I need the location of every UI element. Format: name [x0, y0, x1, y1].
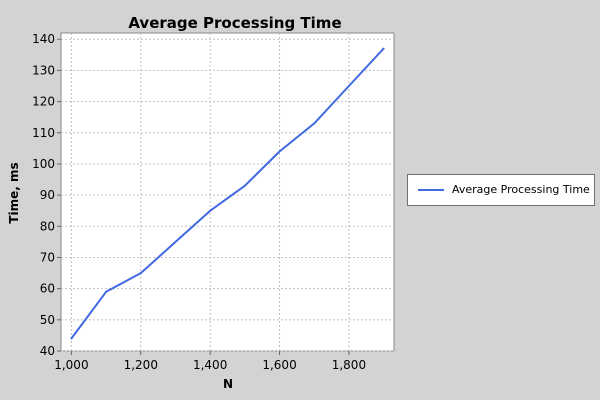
y-tick-label: 100 — [32, 157, 55, 171]
plot-area — [60, 32, 395, 352]
y-tick-label: 70 — [40, 250, 55, 264]
y-tick-label: 50 — [40, 313, 55, 327]
data-point — [209, 209, 212, 212]
data-point — [139, 272, 142, 275]
series-group — [70, 47, 385, 340]
y-tick-label: 110 — [32, 126, 55, 140]
legend-swatch — [418, 189, 444, 191]
data-point — [70, 337, 73, 340]
y-tick-label: 80 — [40, 219, 55, 233]
y-axis: 40 50 60 70 80 90 100 110 120 130 140 — [32, 32, 61, 358]
y-tick-label: 90 — [40, 188, 55, 202]
y-tick-label: 60 — [40, 282, 55, 296]
data-point — [174, 240, 177, 243]
y-tick-label: 130 — [32, 63, 55, 77]
data-point — [382, 47, 385, 50]
data-point — [105, 290, 108, 293]
chart-title: Average Processing Time — [128, 14, 341, 32]
series-line — [70, 47, 385, 340]
y-tick-label: 40 — [40, 344, 55, 358]
legend-label: Average Processing Time — [452, 183, 590, 196]
data-point — [243, 184, 246, 187]
x-axis-label: N — [223, 377, 233, 391]
x-tick-label: 1,000 — [54, 358, 88, 372]
x-axis: 1,000 1,200 1,400 1,600 1,800 — [54, 351, 366, 372]
y-tick-label: 140 — [32, 32, 55, 46]
x-tick-label: 1,400 — [193, 358, 227, 372]
data-point — [313, 122, 316, 125]
legend: Average Processing Time — [407, 174, 595, 206]
x-tick-label: 1,800 — [332, 358, 366, 372]
data-point — [278, 150, 281, 153]
x-tick-label: 1,200 — [124, 358, 158, 372]
data-point — [347, 85, 350, 87]
x-tick-label: 1,600 — [262, 358, 296, 372]
grid-lines — [61, 33, 394, 352]
y-axis-label: Time, ms — [7, 162, 21, 223]
y-tick-label: 120 — [32, 95, 55, 109]
